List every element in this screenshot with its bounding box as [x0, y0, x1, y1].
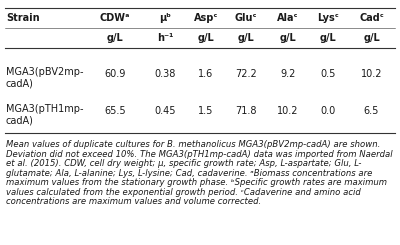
Text: g/L: g/L: [107, 33, 123, 43]
Text: μᵇ: μᵇ: [159, 13, 171, 23]
Text: 0.45: 0.45: [154, 106, 176, 116]
Text: 1.5: 1.5: [198, 106, 214, 116]
Text: Lysᶜ: Lysᶜ: [317, 13, 339, 23]
Text: g/L: g/L: [238, 33, 254, 43]
Text: 10.2: 10.2: [361, 69, 382, 79]
Text: 60.9: 60.9: [104, 69, 126, 79]
Text: Aspᶜ: Aspᶜ: [194, 13, 218, 23]
Text: 0.38: 0.38: [154, 69, 176, 79]
Text: g/L: g/L: [320, 33, 336, 43]
Text: 9.2: 9.2: [280, 69, 296, 79]
Text: 0.5: 0.5: [320, 69, 336, 79]
Text: 65.5: 65.5: [104, 106, 126, 116]
Text: CDWᵃ: CDWᵃ: [100, 13, 130, 23]
Text: 71.8: 71.8: [235, 106, 257, 116]
Text: 0.0: 0.0: [320, 106, 336, 116]
Text: maximum values from the stationary growth phase. ᵇSpecific growth rates are maxi: maximum values from the stationary growt…: [6, 178, 387, 187]
Text: 72.2: 72.2: [235, 69, 257, 79]
Text: glutamate; Ala, L-alanine; Lys, L-lysine; Cad, cadaverine. ᵃBiomass concentratio: glutamate; Ala, L-alanine; Lys, L-lysine…: [6, 169, 372, 177]
Text: MGA3(pBV2mp-
cadA): MGA3(pBV2mp- cadA): [6, 67, 84, 89]
Text: Gluᶜ: Gluᶜ: [235, 13, 257, 23]
Text: Alaᶜ: Alaᶜ: [277, 13, 299, 23]
Text: 6.5: 6.5: [364, 106, 379, 116]
Text: Cadᶜ: Cadᶜ: [359, 13, 384, 23]
Text: Mean values of duplicate cultures for B. methanolicus MGA3(pBV2mp-cadA) are show: Mean values of duplicate cultures for B.…: [6, 140, 380, 149]
Text: MGA3(pTH1mp-
cadA): MGA3(pTH1mp- cadA): [6, 104, 84, 126]
Text: g/L: g/L: [363, 33, 380, 43]
Text: et al. (2015). CDW, cell dry weight; μ, specific growth rate; Asp, L-aspartate; : et al. (2015). CDW, cell dry weight; μ, …: [6, 159, 362, 168]
Text: values calculated from the exponential growth period. ᶜCadaverine and amino acid: values calculated from the exponential g…: [6, 187, 361, 196]
Text: Deviation did not exceed 10%. The MGA3(pTH1mp-cadA) data was imported from Naerd: Deviation did not exceed 10%. The MGA3(p…: [6, 149, 393, 159]
Text: concentrations are maximum values and volume corrected.: concentrations are maximum values and vo…: [6, 197, 261, 206]
Text: g/L: g/L: [280, 33, 296, 43]
Text: g/L: g/L: [198, 33, 214, 43]
Text: 1.6: 1.6: [198, 69, 214, 79]
Text: 10.2: 10.2: [277, 106, 299, 116]
Text: Strain: Strain: [6, 13, 40, 23]
Text: h⁻¹: h⁻¹: [157, 33, 173, 43]
